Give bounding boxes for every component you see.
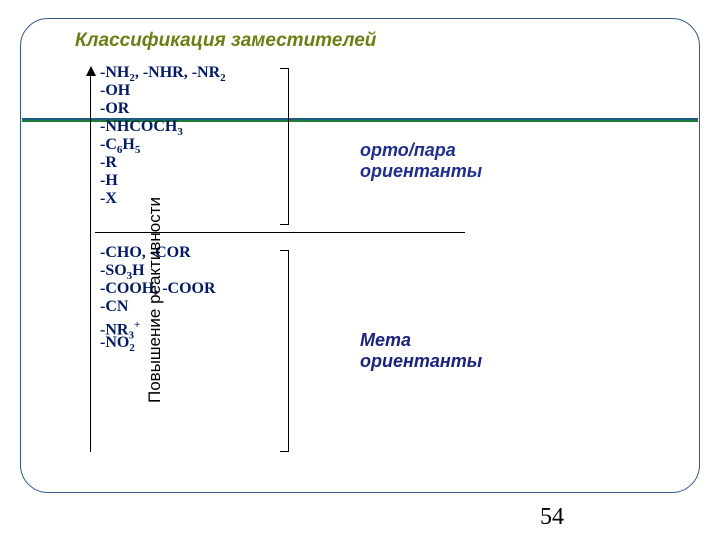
page-number: 54 bbox=[540, 504, 564, 531]
reactivity-axis-arrowhead bbox=[86, 66, 96, 76]
meta-label: Мета ориентанты bbox=[360, 330, 520, 372]
chem-item: -H bbox=[100, 172, 118, 190]
chem-item: -NO2 bbox=[100, 334, 135, 357]
chem-item: -OR bbox=[100, 100, 129, 118]
meta-bracket bbox=[280, 250, 289, 452]
reactivity-axis-label: Повышение реактивности bbox=[145, 197, 165, 403]
reactivity-axis-line bbox=[90, 68, 91, 452]
chem-item: -CN bbox=[100, 298, 128, 316]
chem-item: -OH bbox=[100, 82, 130, 100]
chem-item: -R bbox=[100, 154, 117, 172]
slide-title: Классификация заместителей bbox=[75, 30, 376, 52]
chem-item: -X bbox=[100, 190, 117, 208]
ortho-para-bracket bbox=[280, 68, 289, 225]
ortho-para-label: орто/пара ориентанты bbox=[360, 140, 520, 182]
